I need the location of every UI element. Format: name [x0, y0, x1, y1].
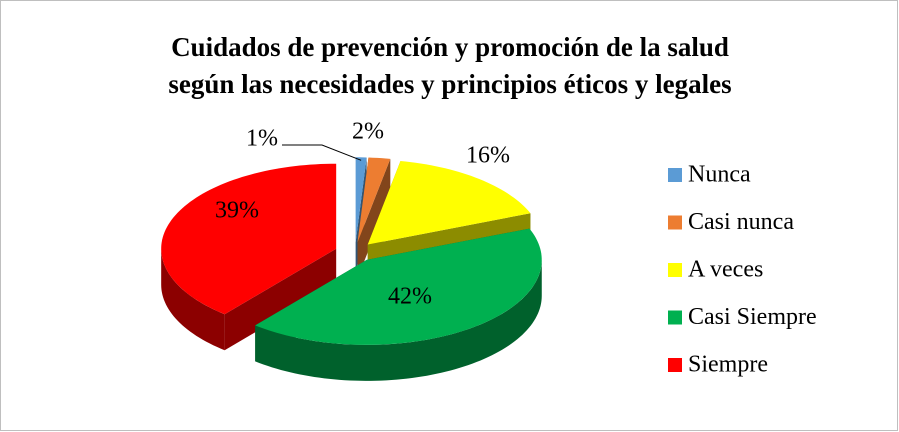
slice: [357, 157, 391, 243]
legend-label: Casi nunca: [688, 209, 794, 235]
data-label: 39%: [215, 198, 259, 224]
slice-side: [224, 248, 337, 351]
chart-title: según las necesidades y principios ético…: [168, 69, 731, 99]
slice: [161, 163, 337, 315]
legend-swatch: [668, 263, 682, 277]
legend-label: Casi Siempre: [688, 304, 817, 330]
data-label: 2%: [352, 119, 384, 145]
legend-swatch: [668, 168, 682, 182]
slice: [357, 157, 391, 279]
leader-line: [282, 144, 362, 161]
legend-swatch: [668, 310, 682, 325]
data-label: 1%: [246, 126, 278, 152]
slice: [255, 228, 542, 345]
slice-side: [357, 158, 391, 279]
legend-label: Nunca: [688, 162, 751, 188]
slice-wall: [161, 248, 225, 351]
chart-title: Cuidados de prevención y promoción de la…: [171, 32, 729, 62]
legend-swatch: [668, 358, 682, 372]
data-label: 42%: [388, 284, 432, 310]
slice: [355, 157, 367, 243]
slice: [255, 228, 542, 381]
data-label: 16%: [466, 143, 510, 169]
legend-label: A veces: [688, 257, 763, 283]
slice: [161, 163, 337, 351]
legend-swatch: [668, 215, 682, 230]
slice-wall: [255, 259, 542, 381]
slice: [367, 161, 531, 245]
legend-label: Siempre: [688, 352, 768, 378]
